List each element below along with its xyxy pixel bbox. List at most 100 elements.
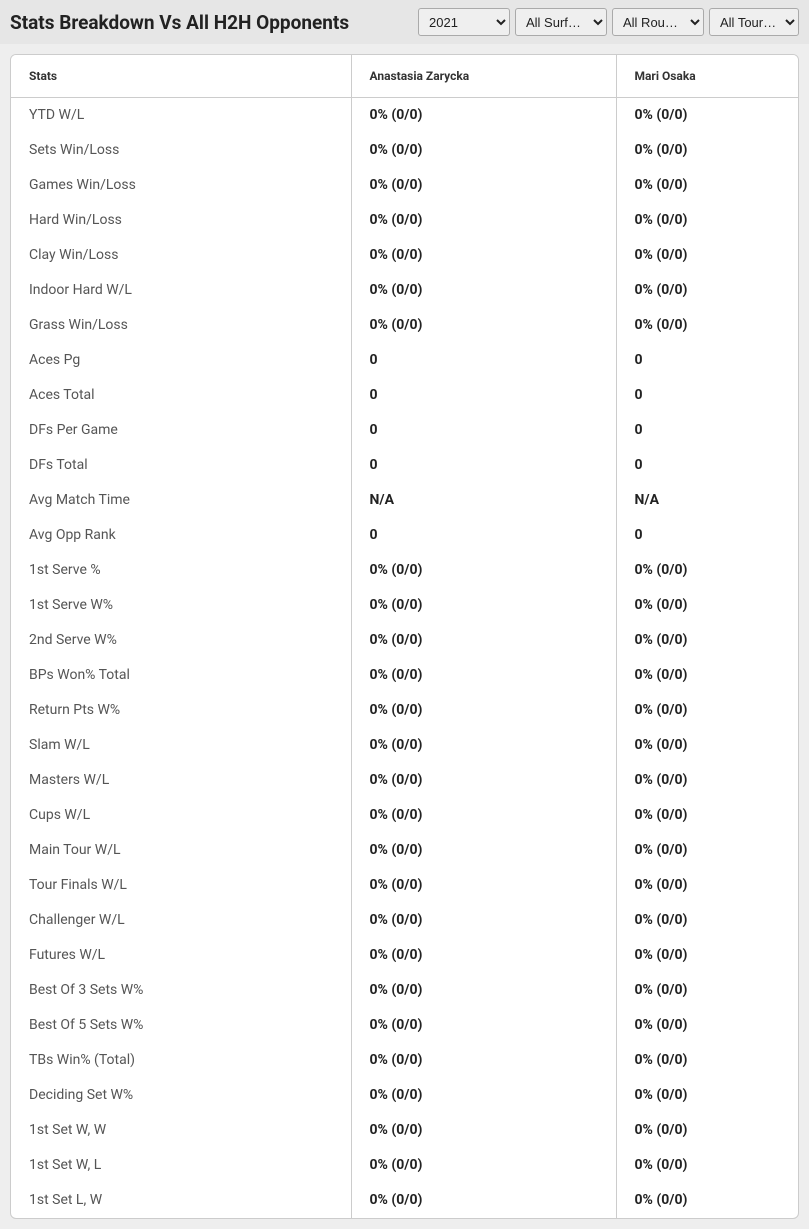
stat-value-player1: 0% (0/0)	[351, 868, 616, 903]
stat-value-player2: 0% (0/0)	[616, 938, 798, 973]
stat-value-player2: 0% (0/0)	[616, 763, 798, 798]
table-row: TBs Win% (Total)0% (0/0)0% (0/0)	[11, 1043, 798, 1078]
stat-label: Aces Total	[11, 378, 351, 413]
table-row: 2nd Serve W%0% (0/0)0% (0/0)	[11, 623, 798, 658]
table-row: DFs Total00	[11, 448, 798, 483]
stat-value-player1: 0% (0/0)	[351, 98, 616, 133]
table-row: Aces Total00	[11, 378, 798, 413]
stat-value-player1: 0% (0/0)	[351, 203, 616, 238]
table-row: Avg Opp Rank00	[11, 518, 798, 553]
stat-value-player1: 0% (0/0)	[351, 588, 616, 623]
stat-label: Best Of 5 Sets W%	[11, 1008, 351, 1043]
stat-label: 1st Serve W%	[11, 588, 351, 623]
stat-value-player1: 0% (0/0)	[351, 1113, 616, 1148]
filter-round-select[interactable]: All Rou…FinalSemi	[612, 8, 704, 36]
stat-value-player1: 0% (0/0)	[351, 133, 616, 168]
table-row: BPs Won% Total0% (0/0)0% (0/0)	[11, 658, 798, 693]
stat-value-player1: 0% (0/0)	[351, 658, 616, 693]
stat-label: YTD W/L	[11, 98, 351, 133]
stat-value-player2: 0% (0/0)	[616, 273, 798, 308]
stat-value-player2: 0% (0/0)	[616, 973, 798, 1008]
stat-value-player1: 0	[351, 413, 616, 448]
stat-label: 1st Set W, W	[11, 1113, 351, 1148]
stat-value-player1: 0	[351, 518, 616, 553]
stat-value-player1: 0% (0/0)	[351, 1078, 616, 1113]
stat-label: Sets Win/Loss	[11, 133, 351, 168]
stat-value-player1: 0	[351, 378, 616, 413]
stat-value-player1: 0% (0/0)	[351, 833, 616, 868]
stat-value-player1: 0% (0/0)	[351, 1183, 616, 1218]
stat-label: Aces Pg	[11, 343, 351, 378]
filter-tour-select[interactable]: All Tour…ATPWTA	[709, 8, 799, 36]
stat-value-player2: 0% (0/0)	[616, 833, 798, 868]
stat-label: Slam W/L	[11, 728, 351, 763]
stat-value-player2: 0	[616, 378, 798, 413]
table-row: Main Tour W/L0% (0/0)0% (0/0)	[11, 833, 798, 868]
stat-label: DFs Total	[11, 448, 351, 483]
table-row: Sets Win/Loss0% (0/0)0% (0/0)	[11, 133, 798, 168]
stat-label: Challenger W/L	[11, 903, 351, 938]
stat-value-player1: 0% (0/0)	[351, 798, 616, 833]
stat-value-player1: 0% (0/0)	[351, 1008, 616, 1043]
stat-value-player2: 0	[616, 343, 798, 378]
table-row: Indoor Hard W/L0% (0/0)0% (0/0)	[11, 273, 798, 308]
page-title: Stats Breakdown Vs All H2H Opponents	[10, 11, 410, 34]
stat-value-player2: 0	[616, 413, 798, 448]
table-row: Games Win/Loss0% (0/0)0% (0/0)	[11, 168, 798, 203]
stat-value-player2: 0% (0/0)	[616, 728, 798, 763]
table-row: Avg Match TimeN/AN/A	[11, 483, 798, 518]
table-row: 1st Set W, W0% (0/0)0% (0/0)	[11, 1113, 798, 1148]
table-row: Hard Win/Loss0% (0/0)0% (0/0)	[11, 203, 798, 238]
stat-label: Games Win/Loss	[11, 168, 351, 203]
stat-value-player2: 0% (0/0)	[616, 868, 798, 903]
stat-value-player2: 0% (0/0)	[616, 1148, 798, 1183]
table-row: 1st Serve W%0% (0/0)0% (0/0)	[11, 588, 798, 623]
table-row: Futures W/L0% (0/0)0% (0/0)	[11, 938, 798, 973]
table-row: YTD W/L0% (0/0)0% (0/0)	[11, 98, 798, 133]
stat-value-player1: 0% (0/0)	[351, 308, 616, 343]
stat-value-player2: 0% (0/0)	[616, 903, 798, 938]
table-row: Return Pts W%0% (0/0)0% (0/0)	[11, 693, 798, 728]
stat-label: Clay Win/Loss	[11, 238, 351, 273]
stat-value-player1: 0% (0/0)	[351, 1148, 616, 1183]
stat-value-player2: 0% (0/0)	[616, 693, 798, 728]
table-row: DFs Per Game00	[11, 413, 798, 448]
filter-controls: 202120222023 All Surf…HardClayGrass All …	[418, 8, 799, 36]
stats-table-wrapper: Stats Anastasia Zarycka Mari Osaka YTD W…	[10, 54, 799, 1219]
filter-surface-select[interactable]: All Surf…HardClayGrass	[515, 8, 607, 36]
stat-value-player2: 0% (0/0)	[616, 553, 798, 588]
table-row: 1st Serve %0% (0/0)0% (0/0)	[11, 553, 798, 588]
stat-label: 1st Set W, L	[11, 1148, 351, 1183]
stat-label: Return Pts W%	[11, 693, 351, 728]
stat-label: 1st Serve %	[11, 553, 351, 588]
header-bar: Stats Breakdown Vs All H2H Opponents 202…	[0, 0, 809, 44]
stat-value-player2: 0% (0/0)	[616, 203, 798, 238]
header-player1: Anastasia Zarycka	[351, 55, 616, 98]
stat-value-player2: 0	[616, 518, 798, 553]
stats-tbody: YTD W/L0% (0/0)0% (0/0)Sets Win/Loss0% (…	[11, 98, 798, 1218]
table-row: Deciding Set W%0% (0/0)0% (0/0)	[11, 1078, 798, 1113]
table-row: 1st Set W, L0% (0/0)0% (0/0)	[11, 1148, 798, 1183]
stat-value-player2: 0	[616, 448, 798, 483]
table-row: Best Of 5 Sets W%0% (0/0)0% (0/0)	[11, 1008, 798, 1043]
stat-label: Indoor Hard W/L	[11, 273, 351, 308]
stat-value-player1: 0	[351, 343, 616, 378]
stat-label: 2nd Serve W%	[11, 623, 351, 658]
stat-value-player1: 0% (0/0)	[351, 903, 616, 938]
table-row: Best Of 3 Sets W%0% (0/0)0% (0/0)	[11, 973, 798, 1008]
stat-value-player1: 0% (0/0)	[351, 238, 616, 273]
table-row: Slam W/L0% (0/0)0% (0/0)	[11, 728, 798, 763]
table-row: Masters W/L0% (0/0)0% (0/0)	[11, 763, 798, 798]
stat-value-player2: 0% (0/0)	[616, 238, 798, 273]
filter-year-select[interactable]: 202120222023	[418, 8, 510, 36]
table-row: Cups W/L0% (0/0)0% (0/0)	[11, 798, 798, 833]
header-player2: Mari Osaka	[616, 55, 798, 98]
table-row: 1st Set L, W0% (0/0)0% (0/0)	[11, 1183, 798, 1218]
stat-value-player2: 0% (0/0)	[616, 588, 798, 623]
stat-value-player2: N/A	[616, 483, 798, 518]
stat-label: DFs Per Game	[11, 413, 351, 448]
stat-value-player2: 0% (0/0)	[616, 798, 798, 833]
stat-value-player2: 0% (0/0)	[616, 168, 798, 203]
stat-value-player1: 0% (0/0)	[351, 623, 616, 658]
stat-label: Hard Win/Loss	[11, 203, 351, 238]
